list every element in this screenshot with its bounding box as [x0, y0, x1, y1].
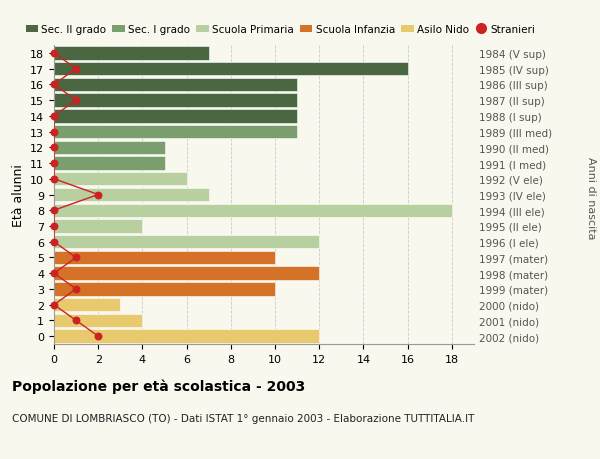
Bar	[54, 173, 187, 186]
Bar	[54, 220, 142, 233]
Bar	[54, 314, 142, 327]
Point	[49, 207, 59, 214]
Point	[49, 270, 59, 277]
Bar	[54, 94, 297, 107]
Point	[49, 176, 59, 183]
Point	[49, 50, 59, 57]
Point	[71, 285, 81, 293]
Point	[71, 66, 81, 73]
Text: Popolazione per età scolastica - 2003: Popolazione per età scolastica - 2003	[12, 379, 305, 393]
Bar	[54, 126, 297, 139]
Point	[49, 129, 59, 136]
Bar	[54, 235, 319, 249]
Bar	[54, 298, 121, 312]
Point	[49, 239, 59, 246]
Point	[49, 160, 59, 168]
Bar	[54, 330, 319, 343]
Point	[49, 113, 59, 120]
Bar	[54, 157, 164, 170]
Point	[94, 333, 103, 340]
Point	[49, 82, 59, 89]
Point	[49, 301, 59, 308]
Text: Anni di nascita: Anni di nascita	[586, 156, 596, 239]
Point	[49, 144, 59, 151]
Bar	[54, 47, 209, 61]
Y-axis label: Età alunni: Età alunni	[11, 164, 25, 226]
Bar	[54, 110, 297, 123]
Point	[49, 223, 59, 230]
Point	[71, 317, 81, 325]
Bar	[54, 63, 407, 76]
Text: COMUNE DI LOMBRIASCO (TO) - Dati ISTAT 1° gennaio 2003 - Elaborazione TUTTITALIA: COMUNE DI LOMBRIASCO (TO) - Dati ISTAT 1…	[12, 413, 475, 423]
Bar	[54, 283, 275, 296]
Point	[71, 97, 81, 105]
Point	[94, 191, 103, 199]
Bar	[54, 188, 209, 202]
Bar	[54, 204, 452, 218]
Bar	[54, 141, 164, 155]
Bar	[54, 78, 297, 92]
Legend: Sec. II grado, Sec. I grado, Scuola Primaria, Scuola Infanzia, Asilo Nido, Stran: Sec. II grado, Sec. I grado, Scuola Prim…	[26, 25, 535, 35]
Point	[71, 254, 81, 262]
Bar	[54, 267, 319, 280]
Bar	[54, 251, 275, 264]
